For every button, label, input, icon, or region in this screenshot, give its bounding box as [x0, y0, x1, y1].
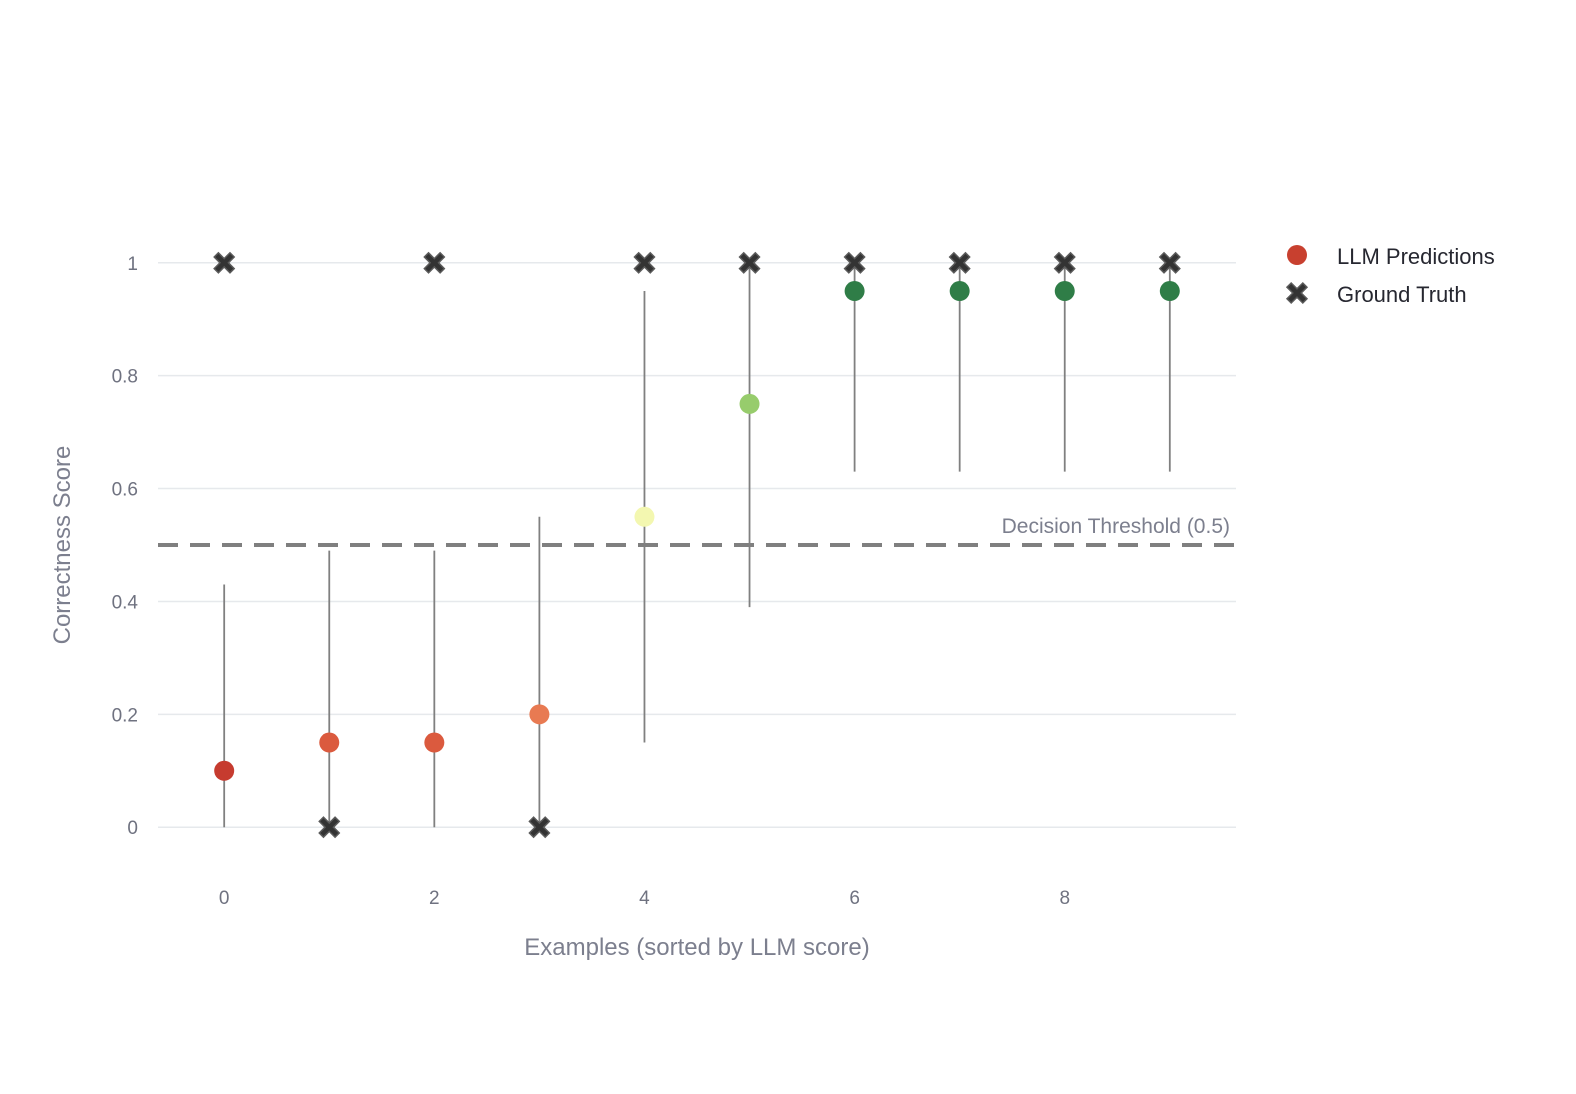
prediction-point [949, 281, 970, 302]
ground-truth-marker [1158, 251, 1181, 274]
ground-truth-marker [213, 251, 236, 274]
ground-truth-marker [948, 251, 971, 274]
x-axis-ticks: 0 2 4 6 8 [219, 888, 1070, 909]
prediction-point [634, 506, 655, 527]
x-tick-label: 4 [639, 888, 650, 909]
ground-truth-marker [843, 251, 866, 274]
prediction-point [1159, 281, 1180, 302]
ground-truth-points[interactable] [213, 251, 1181, 839]
ground-truth-marker [633, 251, 656, 274]
y-axis-ticks: 0 0.2 0.4 0.6 0.8 1 [112, 254, 139, 839]
y-axis-title: Correctness Score [49, 446, 76, 645]
llm-prediction-points[interactable] [214, 281, 1180, 781]
y-tick-label: 0.4 [112, 592, 139, 613]
x-tick-label: 0 [219, 888, 230, 909]
legend-item-ground-truth[interactable]: Ground Truth [1285, 281, 1467, 307]
prediction-point [1054, 281, 1075, 302]
prediction-point [844, 281, 865, 302]
legend-label: Ground Truth [1337, 282, 1467, 307]
y-tick-label: 0 [127, 818, 138, 839]
x-tick-label: 8 [1059, 888, 1070, 909]
prediction-point [214, 760, 235, 781]
x-axis-title: Examples (sorted by LLM score) [524, 934, 869, 961]
ground-truth-marker [318, 816, 341, 839]
legend-item-llm-predictions[interactable]: LLM Predictions [1287, 244, 1495, 269]
x-tick-label: 6 [849, 888, 860, 909]
legend-label: LLM Predictions [1337, 244, 1495, 269]
ground-truth-marker [423, 251, 446, 274]
legend-circle-icon [1287, 245, 1307, 265]
prediction-point [529, 704, 550, 725]
decision-threshold: Decision Threshold (0.5) [158, 515, 1236, 547]
x-tick-label: 2 [429, 888, 440, 909]
prediction-point [424, 732, 445, 753]
threshold-label: Decision Threshold (0.5) [1002, 515, 1230, 538]
legend: LLM Predictions Ground Truth [1285, 244, 1495, 307]
y-tick-label: 1 [127, 254, 138, 275]
y-tick-label: 0.2 [112, 705, 138, 726]
ground-truth-marker [528, 816, 551, 839]
ground-truth-marker [738, 251, 761, 274]
grid-lines [158, 262, 1236, 828]
y-tick-label: 0.6 [112, 480, 138, 501]
prediction-point [739, 393, 760, 414]
legend-x-icon [1285, 281, 1309, 305]
ground-truth-marker [1053, 251, 1076, 274]
prediction-point [319, 732, 340, 753]
y-tick-label: 0.8 [112, 367, 138, 388]
